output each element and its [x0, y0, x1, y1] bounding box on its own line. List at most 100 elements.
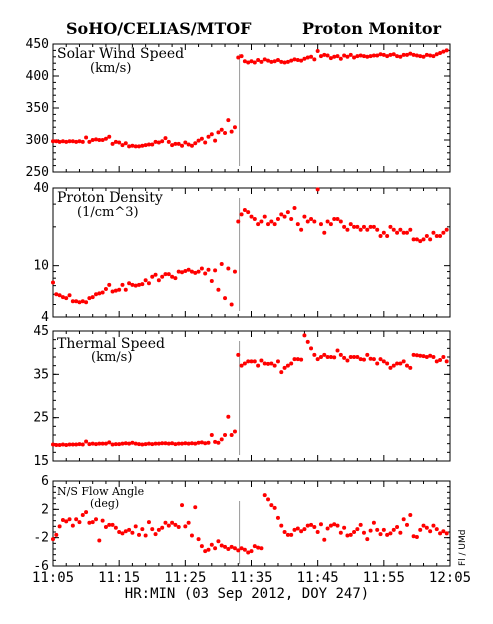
thermal-point	[428, 353, 433, 358]
thermal-point	[262, 361, 267, 366]
density-unit: (1/cm^3)	[77, 205, 139, 220]
angle-point	[401, 517, 406, 522]
density-point	[428, 237, 433, 242]
thermal-point	[256, 363, 261, 368]
density-point	[219, 262, 224, 267]
density-point	[424, 233, 429, 238]
density-point	[342, 224, 347, 229]
angle-point	[332, 522, 337, 527]
angle-point	[209, 542, 214, 547]
x-tick-label: 11:55	[363, 570, 405, 586]
speed-point	[259, 59, 264, 64]
density-point	[206, 267, 211, 272]
density-point	[421, 237, 426, 242]
angle-ytick-label: -6	[33, 559, 49, 574]
thermal-point	[342, 355, 347, 360]
density-point	[249, 214, 254, 219]
density-point	[322, 230, 327, 235]
angle-point	[431, 523, 436, 528]
speed-point	[275, 58, 280, 62]
density-point	[438, 233, 443, 238]
thermal-point	[54, 442, 59, 447]
speed-point	[438, 50, 443, 55]
density-point	[150, 274, 155, 279]
density-point	[87, 296, 92, 301]
density-point	[67, 293, 72, 298]
panel-angle: -6 -2 2 6 N/S Flow Angle(deg)	[33, 474, 451, 574]
density-point	[398, 227, 403, 232]
thermal-point	[266, 361, 271, 366]
speed-point	[150, 142, 155, 147]
density-point	[60, 295, 65, 300]
thermal-point	[170, 441, 175, 446]
angle-point	[275, 515, 280, 520]
speed-point	[133, 144, 138, 149]
thermal-point	[160, 441, 165, 446]
speed-point	[295, 58, 300, 62]
thermal-point	[395, 361, 400, 366]
thermal-point	[173, 442, 178, 447]
x-tick-label: 11:15	[98, 570, 140, 586]
speed-point	[309, 54, 314, 59]
speed-point	[97, 138, 102, 142]
thermal-point	[150, 442, 155, 447]
thermal-point	[226, 414, 231, 419]
density-title: Proton Density	[57, 190, 163, 206]
speed-point	[371, 53, 376, 58]
thermal-point	[117, 442, 122, 447]
speed-point	[285, 59, 290, 64]
angle-point	[388, 531, 393, 536]
density-point	[309, 217, 314, 222]
thermal-point	[368, 356, 373, 361]
thermal-point	[391, 363, 396, 368]
speed-point	[256, 58, 261, 62]
density-point	[318, 222, 323, 227]
speed-point	[180, 143, 185, 148]
thermal-point	[408, 365, 413, 370]
thermal-point	[352, 355, 357, 359]
speed-point	[434, 52, 439, 57]
speed-point	[269, 59, 274, 64]
thermal-point	[282, 365, 287, 370]
angle-point	[385, 532, 390, 537]
angle-point	[189, 533, 194, 538]
speed-point	[421, 54, 426, 59]
speed-point	[272, 59, 277, 64]
speed-point	[137, 144, 142, 149]
angle-point	[236, 548, 241, 553]
speed-point	[229, 129, 234, 134]
density-point	[213, 268, 218, 273]
thermal-point	[375, 361, 380, 366]
density-point	[434, 233, 439, 238]
speed-ytick-label: 350	[26, 101, 49, 116]
speed-point	[60, 139, 65, 144]
angle-point	[137, 532, 142, 537]
angle-point	[318, 522, 323, 527]
angle-point	[438, 531, 443, 536]
panel-density: 4 10 40 Proton Density(1/cm^3)	[33, 181, 451, 325]
angle-point	[266, 497, 271, 502]
speed-point	[90, 138, 95, 142]
speed-point	[302, 56, 307, 61]
angle-point	[113, 525, 118, 530]
angle-point	[272, 505, 277, 510]
density-point	[242, 208, 247, 213]
thermal-title: Thermal Speed	[57, 336, 165, 352]
speed-point	[391, 52, 396, 57]
angle-point	[262, 493, 267, 498]
thermal-point	[275, 359, 280, 364]
speed-point	[414, 53, 419, 58]
thermal-point	[309, 346, 314, 351]
angle-point	[408, 513, 413, 517]
density-point	[166, 272, 171, 277]
angle-point	[269, 503, 274, 508]
speed-ytick-label: 450	[26, 37, 49, 52]
thermal-point	[103, 441, 108, 446]
thermal-point	[411, 352, 416, 357]
angle-point	[424, 525, 429, 530]
angle-point	[140, 527, 145, 532]
speed-point	[335, 54, 340, 59]
thermal-point	[388, 365, 393, 370]
angle-point	[391, 527, 396, 532]
speed-point	[232, 125, 237, 130]
